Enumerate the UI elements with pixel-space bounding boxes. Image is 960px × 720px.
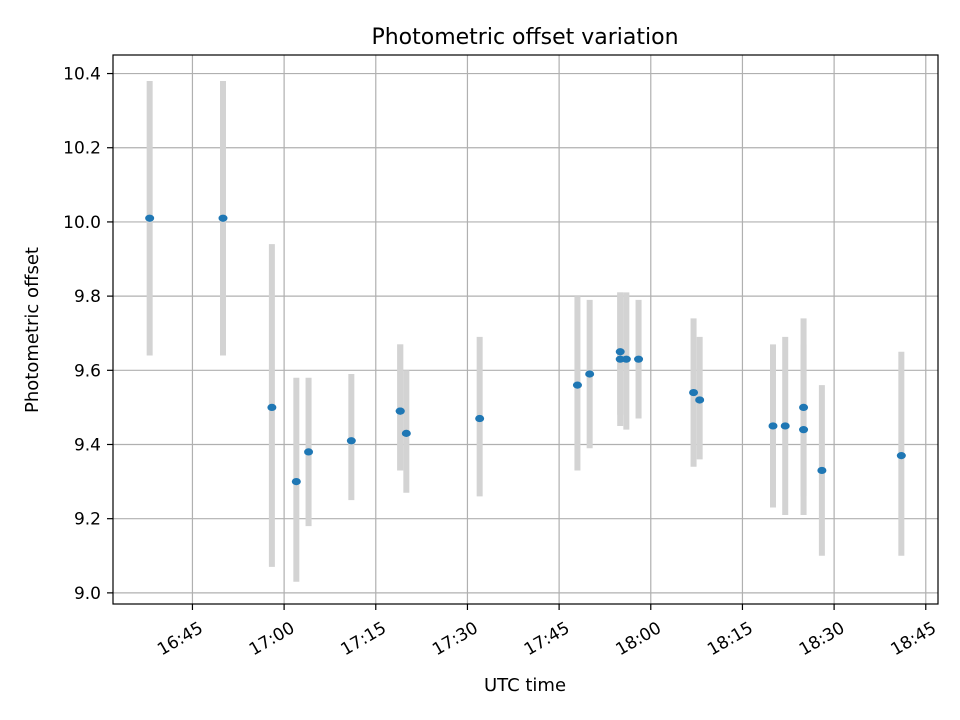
data-point: [799, 426, 809, 434]
data-point: [896, 452, 906, 460]
data-point: [401, 429, 411, 437]
y-tick-label: 9.8: [74, 287, 101, 307]
data-point: [817, 466, 827, 475]
x-tick-label: 17:45: [521, 618, 573, 660]
plot-frame: [112, 54, 939, 605]
data-point: [799, 403, 809, 411]
x-tick-label: 17:30: [429, 618, 481, 660]
data-point: [267, 403, 277, 411]
errorbar-layer: [146, 80, 905, 582]
data-point: [346, 437, 356, 445]
tick-layer: 16:45 17:00 17:15 17:30 17:45 18:00 18:15 18:30…: [63, 65, 940, 661]
data-point: [615, 348, 625, 356]
data-point: [768, 422, 778, 430]
data-point: [395, 407, 405, 415]
x-axis-label: UTC time: [484, 675, 566, 696]
data-point: [572, 381, 582, 389]
y-tick-label: 10.4: [63, 65, 101, 85]
data-point: [475, 414, 485, 423]
y-tick-label: 9.6: [74, 361, 101, 381]
data-point: [689, 388, 699, 397]
data-point: [304, 448, 314, 456]
point-layer: [145, 214, 906, 486]
x-tick-label: 18:45: [887, 618, 939, 660]
data-point: [695, 396, 705, 404]
y-tick-label: 10.0: [63, 213, 101, 233]
x-tick-label: 18:00: [612, 618, 664, 660]
y-tick-label: 9.0: [74, 584, 101, 604]
data-point: [291, 477, 301, 486]
x-tick-label: 18:30: [796, 618, 848, 660]
data-point: [634, 355, 644, 363]
y-tick-label: 9.4: [74, 435, 101, 455]
grid-layer: [113, 55, 938, 604]
data-point: [145, 214, 155, 222]
x-tick-label: 17:15: [337, 618, 389, 660]
data-point: [218, 214, 228, 222]
y-axis-label: Photometric offset: [22, 247, 43, 413]
x-tick-label: 16:45: [154, 618, 206, 660]
y-tick-label: 10.2: [63, 139, 101, 159]
data-point: [621, 355, 631, 363]
chart-title: Photometric offset variation: [371, 25, 678, 50]
data-point: [780, 422, 790, 430]
data-point: [585, 370, 595, 378]
x-tick-label: 17:00: [246, 618, 298, 660]
x-tick-label: 18:15: [704, 618, 756, 660]
y-tick-label: 9.2: [74, 510, 101, 530]
